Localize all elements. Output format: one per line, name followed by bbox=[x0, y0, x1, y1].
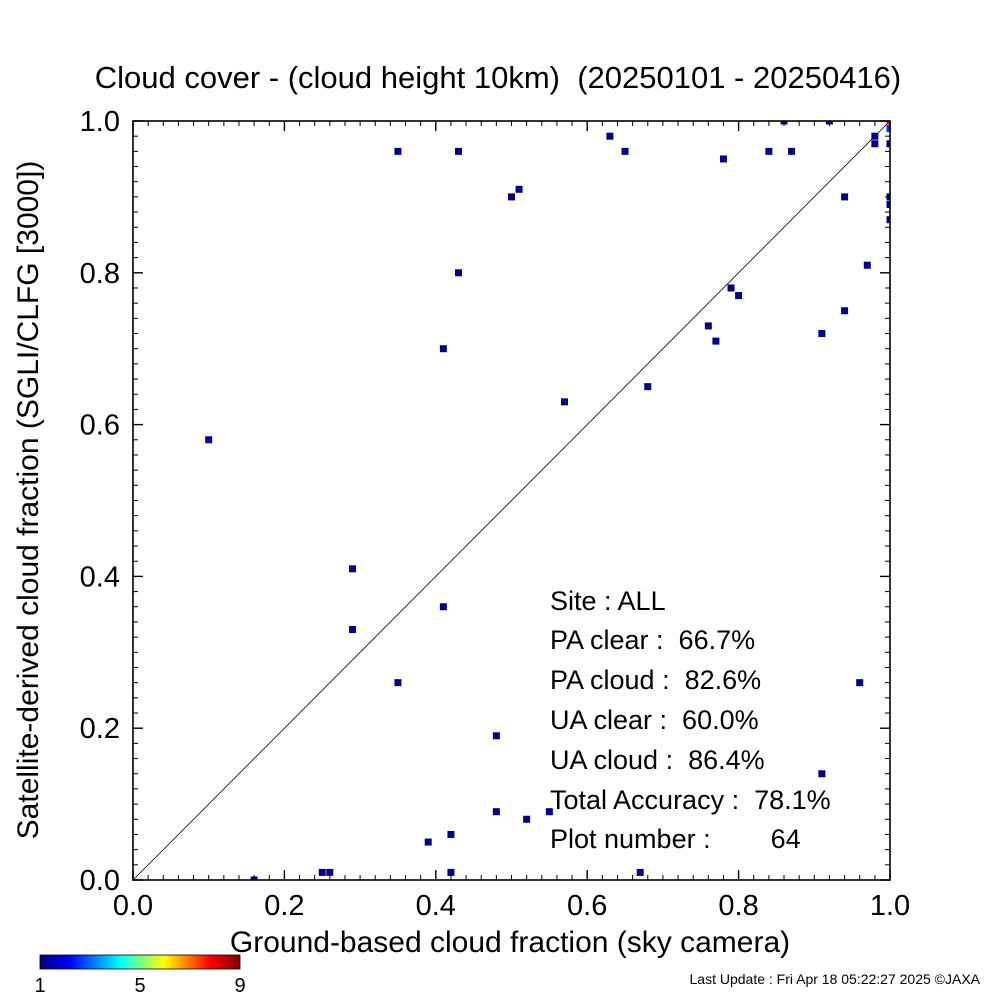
one-to-one-line bbox=[132, 120, 891, 881]
colorbar: 1 5 9 bbox=[34, 954, 246, 997]
data-point bbox=[886, 216, 890, 224]
chart-title: Cloud cover - (cloud height 10km) (20250… bbox=[95, 60, 901, 95]
plot-area bbox=[132, 120, 891, 881]
data-point bbox=[492, 808, 500, 816]
x-tick-label: 0.2 bbox=[264, 890, 304, 922]
data-point bbox=[886, 121, 890, 125]
stat-pa-clear: PA clear : 66.7% bbox=[550, 625, 755, 655]
data-point bbox=[515, 185, 523, 193]
stat-plot-number: Plot number : 64 bbox=[550, 824, 801, 854]
data-point bbox=[394, 679, 402, 687]
stat-site: Site : ALL bbox=[550, 586, 666, 616]
stat-pa-cloud: PA cloud : 82.6% bbox=[550, 665, 761, 695]
y-tick-label: 0.2 bbox=[80, 713, 120, 745]
data-point bbox=[871, 140, 879, 148]
stat-total-accuracy: Total Accuracy : 78.1% bbox=[550, 785, 831, 815]
data-point bbox=[712, 337, 720, 345]
colorbar-gradient bbox=[39, 954, 241, 970]
data-point bbox=[841, 307, 849, 315]
x-tick-label: 0.6 bbox=[567, 890, 607, 922]
y-tick-label: 0.4 bbox=[80, 561, 120, 593]
data-point bbox=[318, 868, 326, 876]
data-point bbox=[788, 147, 796, 155]
y-axis-label: Satellite-derived cloud fraction (SGLI/C… bbox=[12, 161, 45, 840]
data-points bbox=[205, 121, 890, 880]
data-point bbox=[394, 147, 402, 155]
data-point bbox=[424, 838, 432, 846]
axis-ticks bbox=[132, 120, 891, 881]
data-point bbox=[560, 398, 568, 406]
data-point bbox=[719, 155, 727, 163]
data-point bbox=[871, 132, 879, 140]
data-point bbox=[886, 200, 890, 208]
data-point bbox=[447, 830, 455, 838]
stat-ua-clear: UA clear : 60.0% bbox=[550, 705, 759, 735]
data-point bbox=[545, 808, 553, 816]
data-point bbox=[644, 383, 652, 391]
data-point bbox=[818, 770, 826, 778]
data-point bbox=[349, 565, 357, 573]
data-point bbox=[447, 868, 455, 876]
data-point bbox=[886, 140, 890, 148]
data-point bbox=[621, 147, 629, 155]
y-tick-label: 0.6 bbox=[80, 410, 120, 442]
x-tick-label: 0.0 bbox=[113, 890, 153, 922]
data-point bbox=[508, 193, 515, 201]
x-tick-label: 0.4 bbox=[416, 890, 456, 922]
colorbar-label-min: 1 bbox=[34, 975, 45, 997]
data-point bbox=[455, 147, 463, 155]
data-point bbox=[863, 261, 871, 269]
last-update-text: Last Update : Fri Apr 18 05:22:27 2025 ©… bbox=[690, 971, 981, 987]
data-point bbox=[735, 292, 743, 300]
x-tick-label: 0.8 bbox=[718, 890, 758, 922]
colorbar-label-max: 9 bbox=[234, 975, 245, 997]
data-point bbox=[818, 330, 826, 338]
data-point bbox=[704, 322, 712, 330]
data-point bbox=[636, 868, 644, 876]
data-point bbox=[349, 626, 357, 634]
data-point bbox=[765, 147, 773, 155]
y-tick-label: 0.0 bbox=[80, 865, 120, 897]
x-axis-label: Ground-based cloud fraction (sky camera) bbox=[230, 926, 790, 959]
data-point bbox=[727, 284, 735, 292]
data-point bbox=[439, 345, 447, 353]
x-tick-labels: 0.0 0.2 0.4 0.6 0.8 1.0 bbox=[113, 890, 910, 922]
data-point bbox=[492, 732, 500, 740]
data-point bbox=[841, 193, 849, 201]
data-point bbox=[326, 868, 334, 876]
y-tick-labels: 0.0 0.2 0.4 0.6 0.8 1.0 bbox=[80, 106, 120, 897]
data-point bbox=[205, 436, 213, 444]
data-point bbox=[856, 679, 864, 687]
x-tick-label: 1.0 bbox=[870, 890, 910, 922]
stats-block: Site : ALL PA clear : 66.7% PA cloud : 8… bbox=[550, 586, 831, 854]
colorbar-label-mid: 5 bbox=[134, 975, 145, 997]
y-tick-label: 1.0 bbox=[80, 106, 120, 138]
data-point bbox=[523, 815, 531, 823]
stat-ua-cloud: UA cloud : 86.4% bbox=[550, 745, 765, 775]
y-tick-label: 0.8 bbox=[80, 258, 120, 290]
data-point bbox=[886, 125, 890, 133]
data-point bbox=[439, 603, 447, 611]
data-point bbox=[606, 132, 614, 140]
data-point bbox=[455, 269, 463, 277]
